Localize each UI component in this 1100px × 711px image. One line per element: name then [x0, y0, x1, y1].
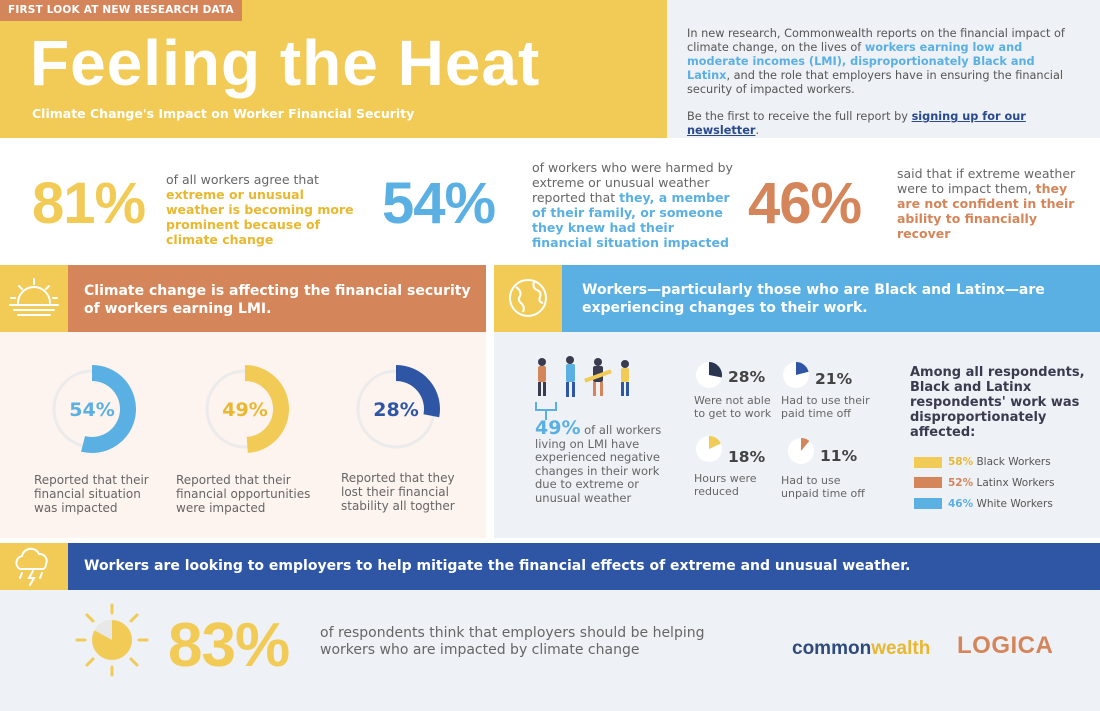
donut-54-label: 54%: [69, 399, 115, 421]
donut-54-arc: [81, 365, 136, 453]
legend-item-latinx: 52% Latinx Workers: [948, 477, 1054, 489]
pie-21-caption: Had to use their paid time off: [781, 394, 870, 420]
pie-28-slice: [709, 362, 723, 378]
legend-item-black: 58% Black Workers: [948, 456, 1051, 468]
pie-18-pct: 18%: [728, 448, 766, 466]
stat-highlight: they, a member of their family, or someo…: [532, 190, 730, 250]
worker-figure-1: [538, 358, 546, 396]
pie-21-slice: [796, 362, 809, 375]
intro-highlight: workers earning low and moderate incomes…: [687, 41, 1035, 82]
research-tag: FIRST LOOK AT NEW RESEARCH DATA: [0, 0, 242, 21]
stat-text: of workers who were harmed by extreme or…: [532, 160, 733, 205]
stat-text: said that if extreme weather were to imp…: [897, 166, 1076, 196]
donut-28-caption: Reported that they lost their financial …: [341, 471, 455, 513]
bracket-icon: [535, 402, 557, 420]
donut-28-label: 28%: [373, 399, 419, 421]
stat-81-pct: 81%: [32, 171, 146, 236]
pie-18: [696, 436, 722, 462]
donut-54-chart: [52, 365, 136, 453]
workers-49-caption: of all workers living on LMI have experi…: [535, 423, 662, 505]
section3-heading: Workers are looking to employers to help…: [68, 543, 1100, 590]
logica-logo: LOGICA: [957, 632, 1054, 659]
section3-icon-box: [0, 543, 68, 590]
worker-figure-3: [584, 358, 612, 396]
legend-pct: 52%: [948, 477, 974, 489]
header-banner: [0, 0, 667, 138]
newsletter-paragraph: Be the first to receive the full report …: [687, 110, 1080, 138]
intro-text-end: , and the role that employers have in en…: [687, 69, 1064, 96]
stat-46-text: said that if extreme weather were to imp…: [897, 166, 1077, 241]
legend-title: Among all respondents, Black and Latinx …: [910, 365, 1085, 440]
newsletter-text: Be the first to receive the full report …: [687, 110, 912, 123]
donut-28-chart: [356, 365, 440, 449]
newsletter-text-end: .: [755, 124, 760, 137]
stats-row: [0, 138, 1100, 262]
section3-panel: [0, 590, 1100, 711]
stat-highlight: extreme or unusual weather is becoming m…: [166, 187, 354, 247]
sun-83-gap: [94, 620, 112, 640]
commonwealth-logo: commonwealth: [792, 638, 930, 660]
pie-28-caption: Were not able to get to work: [694, 394, 772, 420]
stat-83-pct: 83%: [168, 611, 290, 680]
pie-11-slice: [801, 438, 810, 451]
stat-54-pct: 54%: [382, 171, 496, 236]
logo-part-wealth: wealth: [871, 638, 931, 659]
donut-49-arc: [244, 365, 289, 453]
worker-figure-2: [566, 356, 575, 397]
pie-28-pct: 28%: [728, 368, 766, 386]
legend-label: Black Workers: [973, 456, 1051, 468]
sun-rays: [75, 603, 149, 677]
donut-28-arc: [395, 365, 440, 418]
legend-item-white: 46% White Workers: [948, 498, 1053, 510]
intro-panel: In new research, Commonwealth reports on…: [667, 0, 1100, 138]
donut-49-chart: [205, 365, 289, 453]
section2-heading: Workers—particularly those who are Black…: [562, 265, 1100, 332]
legend-swatch-white: [914, 498, 942, 509]
pie-18-slice: [709, 436, 721, 449]
newsletter-link[interactable]: signing up for our newsletter: [687, 110, 1026, 137]
workers-illustration: [538, 356, 629, 397]
section2-icon-box: [494, 265, 562, 332]
logo-part-common: common: [792, 638, 872, 659]
section1-icon-box: [0, 265, 68, 332]
sun-83-icon: [75, 603, 149, 677]
stat-highlight: they are not confident in their ability …: [897, 181, 1075, 241]
pie-11-pct: 11%: [820, 447, 858, 465]
donut-28: 28%: [350, 363, 442, 455]
pie-11: [788, 438, 814, 464]
stat-text: of all workers agree that: [166, 172, 319, 187]
page-subtitle: Climate Change's Impact on Worker Financ…: [32, 106, 415, 121]
donut-54-caption: Reported that their financial situation …: [34, 473, 149, 515]
stat-46-pct: 46%: [748, 171, 862, 236]
stat-54-text: of workers who were harmed by extreme or…: [532, 160, 737, 250]
legend-swatch-latinx: [914, 477, 942, 488]
donut-49-caption: Reported that their financial opportunit…: [176, 473, 311, 515]
sunrise-icon: [9, 278, 59, 316]
pie-28: [696, 362, 723, 388]
worker-figure-4: [621, 360, 629, 396]
stat-83-text: of respondents think that employers shou…: [320, 625, 705, 658]
legend-pct: 58%: [948, 456, 974, 468]
section1-heading: Climate change is affecting the financia…: [68, 265, 486, 332]
legend-label: White Workers: [973, 498, 1053, 510]
page-title: Feeling the Heat: [30, 27, 541, 99]
pie-18-caption: Hours were reduced: [694, 472, 757, 498]
globe-icon: [509, 279, 547, 317]
pie-21: [783, 362, 809, 388]
donut-54: 54%: [46, 363, 138, 455]
pie-11-caption: Had to use unpaid time off: [781, 474, 865, 500]
workers-49-pct: 49%: [535, 417, 581, 439]
intro-paragraph: In new research, Commonwealth reports on…: [687, 27, 1080, 97]
intro-text: In new research, Commonwealth reports on…: [687, 27, 1065, 54]
stat-81-text: of all workers agree that extreme or unu…: [166, 172, 366, 247]
pie-21-pct: 21%: [815, 370, 853, 388]
workers-49-text: 49% of all workers living on LMI have ex…: [535, 419, 675, 505]
donut-49-label: 49%: [222, 399, 268, 421]
legend-label: Latinx Workers: [973, 477, 1055, 489]
storm-icon: [15, 547, 48, 586]
donut-49: 49%: [199, 363, 291, 455]
legend-swatch-black: [914, 457, 942, 468]
legend-pct: 46%: [948, 498, 974, 510]
